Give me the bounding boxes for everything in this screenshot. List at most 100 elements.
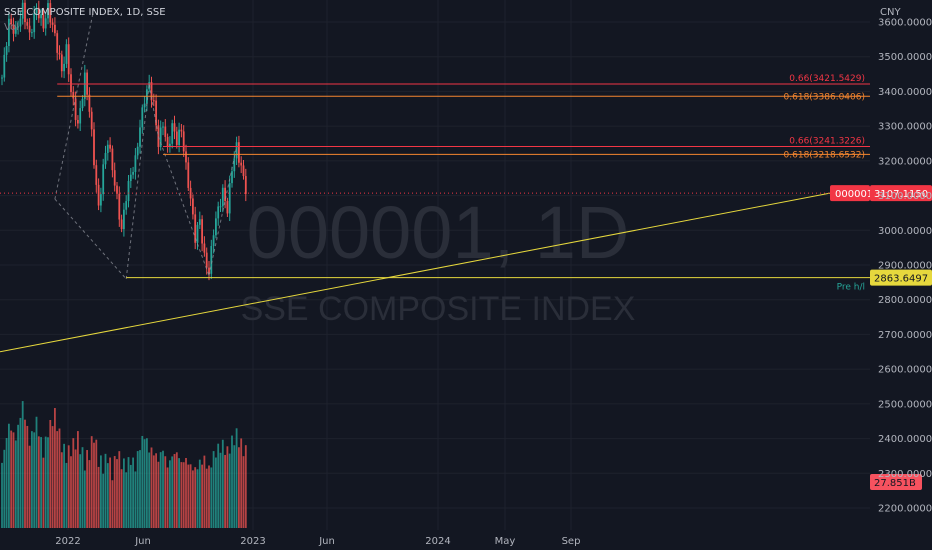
candle-body	[60, 54, 63, 72]
volume-bar	[152, 455, 155, 528]
volume-bar	[56, 431, 59, 528]
volume-bar	[235, 428, 238, 528]
volume-bar	[116, 459, 118, 528]
volume-bar	[143, 439, 146, 528]
pre-low-tag-value: 2863.6497	[874, 274, 928, 285]
volume-bar	[83, 470, 86, 528]
volume-bar	[65, 462, 68, 528]
volume-bar	[88, 460, 91, 528]
swing-dashed-line	[208, 146, 238, 276]
volume-bar	[175, 452, 178, 528]
volume-bar	[146, 438, 148, 528]
fib-level-label: 0.66(3241.3226)	[789, 137, 865, 147]
volume-bar	[201, 464, 203, 528]
candlestick-series[interactable]	[1, 0, 247, 281]
candle-body	[58, 52, 61, 55]
candle-body	[83, 72, 86, 99]
candle-body	[65, 44, 68, 64]
candle-body	[192, 198, 194, 215]
candle-body	[90, 111, 93, 130]
volume-bar	[35, 416, 38, 528]
volume-bar	[67, 445, 70, 528]
price-axis[interactable]: 3600.0000 3500.0000 3400.0000 3300.0000 3200…	[878, 18, 932, 515]
candle-body	[132, 171, 134, 175]
candle-body	[159, 127, 162, 147]
candle-body	[208, 267, 210, 274]
candle-body	[77, 119, 79, 124]
candle-body	[24, 2, 26, 23]
fib-level-label: 0.66(3421.5429)	[789, 74, 865, 84]
volume-tag	[870, 473, 922, 490]
grid	[0, 0, 870, 530]
volume-bar	[24, 419, 26, 528]
volume-legend: Vol	[4, 22, 19, 33]
candle-body	[155, 100, 157, 126]
candle-body	[217, 206, 220, 219]
candle-body	[233, 158, 236, 172]
currency-label: CNY	[880, 7, 901, 18]
pre-low-tag	[870, 269, 932, 286]
volume-bar	[192, 470, 194, 528]
volume-bar	[8, 423, 10, 528]
volume-bar	[208, 465, 210, 528]
volume-bar	[63, 443, 65, 528]
volume-bar	[111, 480, 114, 528]
candle-body	[169, 143, 171, 147]
time-axis[interactable]: 2022 Jun 2023 Jun 2024 May Sep	[55, 536, 580, 547]
swing-dashed-line	[54, 8, 95, 200]
candle-body	[123, 209, 125, 230]
volume-bar	[221, 439, 224, 528]
volume-bar	[70, 456, 72, 528]
volume-bar	[189, 464, 192, 528]
candle-body	[37, 7, 40, 19]
price-tick-label: 3300.0000	[878, 122, 932, 133]
volume-bar	[72, 438, 75, 528]
volume-bar	[134, 471, 137, 528]
candle-body	[74, 98, 77, 120]
volume-bar	[148, 452, 151, 528]
volume-bar	[194, 467, 197, 528]
candle-body	[81, 98, 84, 109]
candle-body	[175, 131, 178, 146]
volume-bar	[90, 436, 93, 528]
candle-body	[231, 171, 233, 184]
swing-dashed-line	[148, 84, 159, 137]
volume-bar	[231, 435, 233, 528]
volume-bar	[187, 464, 190, 528]
time-tick-label: 2024	[425, 536, 450, 547]
volume-bar	[3, 449, 6, 528]
time-tick-label: Jun	[318, 536, 335, 547]
price-tick-label: 2200.0000	[878, 504, 932, 515]
candle-body	[40, 14, 42, 19]
candle-body	[166, 136, 169, 147]
candle-body	[8, 18, 10, 47]
fib-levels[interactable]: 0.66(3421.5429) 0.618(3386.0406) 0.66(3241…	[57, 74, 932, 293]
watermark-name: SSE COMPOSITE INDEX	[241, 290, 636, 328]
volume-bar	[228, 453, 231, 528]
volume-bar	[141, 435, 144, 528]
volume-bar	[219, 452, 222, 528]
volume-bar	[178, 458, 180, 528]
trendline[interactable]: 000001 3107.1150 27.851B	[0, 185, 932, 490]
volume-bar	[244, 445, 247, 528]
volume-bar	[49, 419, 52, 528]
fib-level-label: 0.618(3386.0406)	[784, 92, 865, 102]
candle-body	[162, 126, 164, 128]
volume-bar	[180, 462, 183, 528]
volume-bar	[104, 453, 107, 528]
candle-body	[198, 219, 201, 225]
trendline-line	[0, 192, 831, 353]
volume-bar	[139, 450, 141, 528]
fib-level-label: 0.618(3218.6532)	[784, 150, 865, 160]
symbol-title[interactable]: SSE COMPOSITE INDEX, 1D, SSE	[4, 7, 166, 18]
volume-bar	[26, 425, 29, 528]
candle-body	[88, 94, 91, 112]
candle-body	[113, 170, 116, 186]
volume-bar	[205, 468, 208, 528]
volume-bar	[162, 450, 164, 528]
volume-bar	[123, 458, 125, 528]
volume-bar	[215, 457, 217, 528]
candle-body	[26, 22, 29, 26]
candle-body	[49, 3, 52, 23]
